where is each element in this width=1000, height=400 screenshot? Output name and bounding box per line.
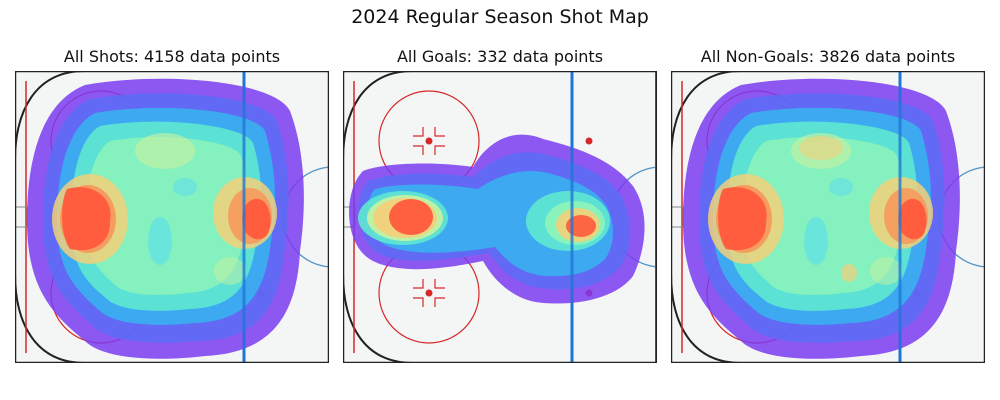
hotspot-right [898,198,927,240]
density-contour [135,133,195,169]
goal-net [671,206,684,228]
density-contour [804,217,828,265]
density-contour [870,257,902,285]
faceoff-dot [425,137,433,145]
density-contour [214,257,246,285]
density-contour [829,178,853,196]
plot-frame [15,71,329,363]
panel-title-non-goals: All Non-Goals: 3826 data points [700,47,956,66]
hotspot-left [718,187,767,251]
neutral-dot [585,137,593,145]
density-contour [741,136,904,295]
goal-net [15,206,28,228]
panel-title-goals: All Goals: 332 data points [396,47,604,66]
plot-frame [671,71,985,363]
figure-title: 2024 Regular Season Shot Map [351,6,649,28]
density-contour [85,136,248,295]
plot-frame [343,71,657,363]
hotspot-left [62,187,111,251]
hash-marks [413,127,445,155]
hash-marks [413,279,445,307]
density-layer [27,78,304,359]
density-contour [148,217,172,265]
hotspot-right [242,198,271,240]
hotspot-left [389,199,433,235]
shot-map-goals [343,71,657,363]
end-boards [15,71,86,363]
density-layer [683,78,960,359]
panel-title-all-shots: All Shots: 4158 data points [63,47,281,66]
density-contour [799,136,843,160]
faceoff-dot [425,289,433,297]
shot-map-all-shots [15,71,329,363]
end-boards [671,71,742,363]
end-boards [343,71,414,363]
density-contour [841,264,857,282]
shot-map-non-goals [671,71,985,363]
density-contour [173,178,197,196]
